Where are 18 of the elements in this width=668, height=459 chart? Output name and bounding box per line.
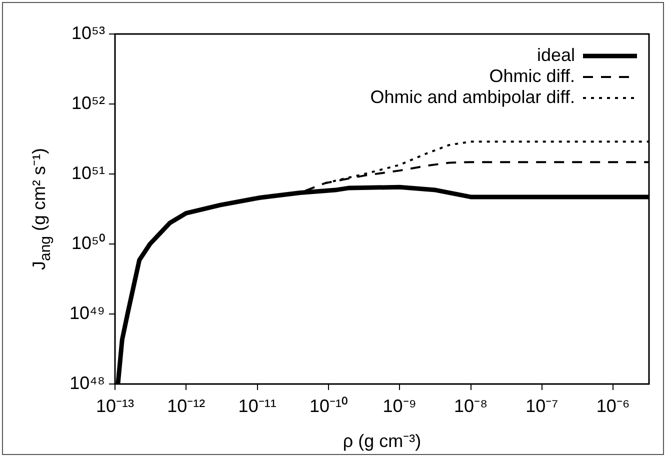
x-tick-label: 10⁻⁷ bbox=[526, 396, 558, 416]
legend-label: Ohmic diff. bbox=[489, 66, 575, 86]
y-tick-label: 10⁵³ bbox=[72, 22, 105, 43]
x-tick-label: 10⁻¹² bbox=[167, 396, 206, 416]
x-tick-label: 10⁻⁸ bbox=[454, 396, 488, 416]
y-tick-label: 10⁴⁸ bbox=[70, 372, 105, 393]
y-tick-label: 10⁵⁰ bbox=[72, 232, 105, 253]
x-axis-title: ρ (g cm⁻³) bbox=[342, 430, 422, 452]
legend-label: ideal bbox=[536, 44, 575, 65]
x-tick-label: 10⁻⁹ bbox=[382, 396, 416, 416]
y-tick-label: 10⁵¹ bbox=[72, 162, 105, 183]
x-tick-label: 10⁻¹³ bbox=[96, 396, 134, 416]
x-tick-label: 10⁻⁶ bbox=[596, 396, 630, 416]
x-tick-label: 10⁻¹⁰ bbox=[309, 396, 348, 416]
x-tick-label: 10⁻¹¹ bbox=[238, 396, 276, 416]
legend-label: Ohmic and ambipolar diff. bbox=[370, 86, 575, 107]
y-tick-label: 10⁴⁹ bbox=[70, 302, 105, 323]
y-tick-label: 10⁵² bbox=[72, 92, 105, 113]
